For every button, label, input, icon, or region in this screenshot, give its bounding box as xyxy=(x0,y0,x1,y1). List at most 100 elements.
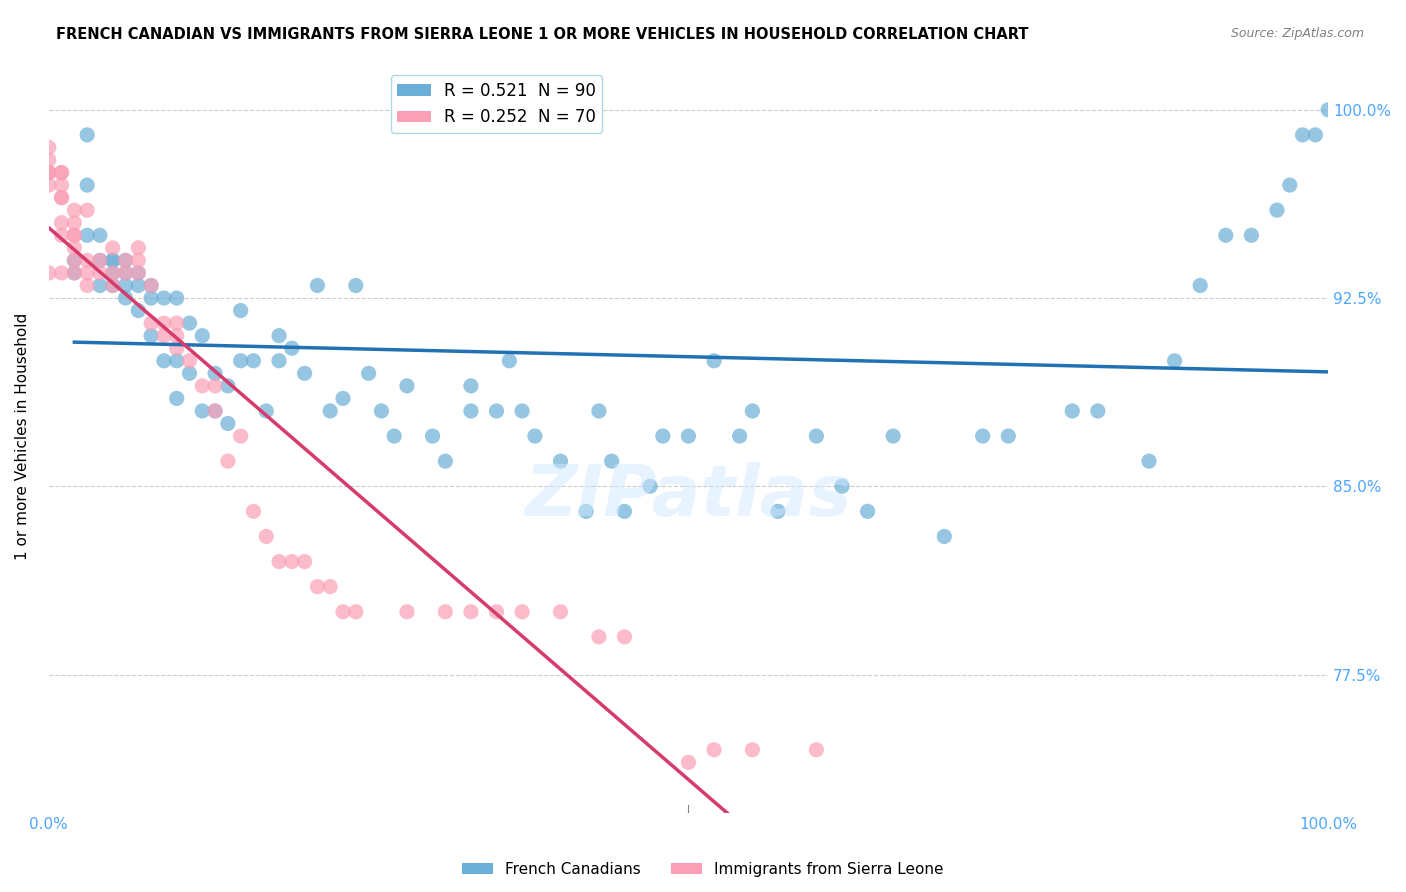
Immigrants from Sierra Leone xyxy=(281,555,304,569)
Immigrants from Sierra Leone xyxy=(76,203,98,218)
Immigrants from Sierra Leone xyxy=(63,228,86,243)
French Canadians xyxy=(63,266,86,280)
Immigrants from Sierra Leone xyxy=(101,278,124,293)
Immigrants from Sierra Leone xyxy=(217,454,239,468)
Immigrants from Sierra Leone xyxy=(153,316,176,330)
Immigrants from Sierra Leone xyxy=(166,328,188,343)
Immigrants from Sierra Leone xyxy=(38,266,60,280)
Immigrants from Sierra Leone xyxy=(254,529,277,543)
French Canadians xyxy=(267,328,290,343)
Immigrants from Sierra Leone xyxy=(51,266,73,280)
Immigrants from Sierra Leone xyxy=(51,178,73,192)
Immigrants from Sierra Leone xyxy=(204,404,226,418)
French Canadians xyxy=(766,504,789,518)
Immigrants from Sierra Leone xyxy=(76,278,98,293)
French Canadians xyxy=(166,353,188,368)
Immigrants from Sierra Leone xyxy=(38,178,60,192)
French Canadians xyxy=(179,367,201,381)
French Canadians xyxy=(153,291,176,305)
French Canadians xyxy=(460,404,482,418)
Immigrants from Sierra Leone xyxy=(51,228,73,243)
French Canadians xyxy=(191,404,214,418)
Immigrants from Sierra Leone xyxy=(38,153,60,167)
Immigrants from Sierra Leone xyxy=(76,266,98,280)
French Canadians xyxy=(344,278,367,293)
French Canadians xyxy=(191,328,214,343)
French Canadians xyxy=(1189,278,1212,293)
French Canadians xyxy=(422,429,444,443)
French Canadians xyxy=(63,253,86,268)
French Canadians xyxy=(307,278,329,293)
Immigrants from Sierra Leone xyxy=(63,253,86,268)
French Canadians xyxy=(101,253,124,268)
French Canadians xyxy=(523,429,546,443)
French Canadians xyxy=(1291,128,1313,142)
Immigrants from Sierra Leone xyxy=(613,630,636,644)
Immigrants from Sierra Leone xyxy=(101,266,124,280)
French Canadians xyxy=(1215,228,1237,243)
French Canadians xyxy=(267,353,290,368)
Immigrants from Sierra Leone xyxy=(114,253,136,268)
French Canadians xyxy=(997,429,1019,443)
Immigrants from Sierra Leone xyxy=(38,165,60,179)
French Canadians xyxy=(166,392,188,406)
Immigrants from Sierra Leone xyxy=(63,203,86,218)
French Canadians xyxy=(741,404,763,418)
French Canadians xyxy=(1265,203,1288,218)
Immigrants from Sierra Leone xyxy=(127,253,149,268)
Immigrants from Sierra Leone xyxy=(51,216,73,230)
French Canadians xyxy=(254,404,277,418)
French Canadians xyxy=(1278,178,1301,192)
French Canadians xyxy=(204,404,226,418)
French Canadians xyxy=(294,367,316,381)
French Canadians xyxy=(166,291,188,305)
Immigrants from Sierra Leone xyxy=(806,743,828,757)
French Canadians xyxy=(651,429,673,443)
Immigrants from Sierra Leone xyxy=(127,266,149,280)
French Canadians xyxy=(972,429,994,443)
Immigrants from Sierra Leone xyxy=(191,379,214,393)
French Canadians xyxy=(101,266,124,280)
Text: Source: ZipAtlas.com: Source: ZipAtlas.com xyxy=(1230,27,1364,40)
French Canadians xyxy=(703,353,725,368)
Immigrants from Sierra Leone xyxy=(307,580,329,594)
French Canadians xyxy=(1240,228,1263,243)
Text: ZIPatlas: ZIPatlas xyxy=(524,462,852,531)
French Canadians xyxy=(370,404,392,418)
Immigrants from Sierra Leone xyxy=(166,341,188,355)
French Canadians xyxy=(76,228,98,243)
French Canadians xyxy=(728,429,751,443)
Immigrants from Sierra Leone xyxy=(101,241,124,255)
Immigrants from Sierra Leone xyxy=(89,266,111,280)
Immigrants from Sierra Leone xyxy=(344,605,367,619)
French Canadians xyxy=(332,392,354,406)
French Canadians xyxy=(204,367,226,381)
French Canadians xyxy=(217,417,239,431)
Immigrants from Sierra Leone xyxy=(741,743,763,757)
Immigrants from Sierra Leone xyxy=(51,191,73,205)
French Canadians xyxy=(1305,128,1327,142)
French Canadians xyxy=(460,379,482,393)
Immigrants from Sierra Leone xyxy=(678,756,700,770)
French Canadians xyxy=(89,278,111,293)
Immigrants from Sierra Leone xyxy=(460,605,482,619)
Immigrants from Sierra Leone xyxy=(38,165,60,179)
French Canadians xyxy=(139,328,162,343)
French Canadians xyxy=(638,479,661,493)
French Canadians xyxy=(76,178,98,192)
Immigrants from Sierra Leone xyxy=(550,605,572,619)
Immigrants from Sierra Leone xyxy=(38,165,60,179)
Immigrants from Sierra Leone xyxy=(267,555,290,569)
French Canadians xyxy=(319,404,342,418)
Immigrants from Sierra Leone xyxy=(127,241,149,255)
French Canadians xyxy=(114,266,136,280)
Immigrants from Sierra Leone xyxy=(89,253,111,268)
Immigrants from Sierra Leone xyxy=(395,605,418,619)
French Canadians xyxy=(357,367,380,381)
Immigrants from Sierra Leone xyxy=(510,605,533,619)
French Canadians xyxy=(485,404,508,418)
Immigrants from Sierra Leone xyxy=(63,266,86,280)
French Canadians xyxy=(434,454,457,468)
French Canadians xyxy=(139,291,162,305)
Immigrants from Sierra Leone xyxy=(63,228,86,243)
